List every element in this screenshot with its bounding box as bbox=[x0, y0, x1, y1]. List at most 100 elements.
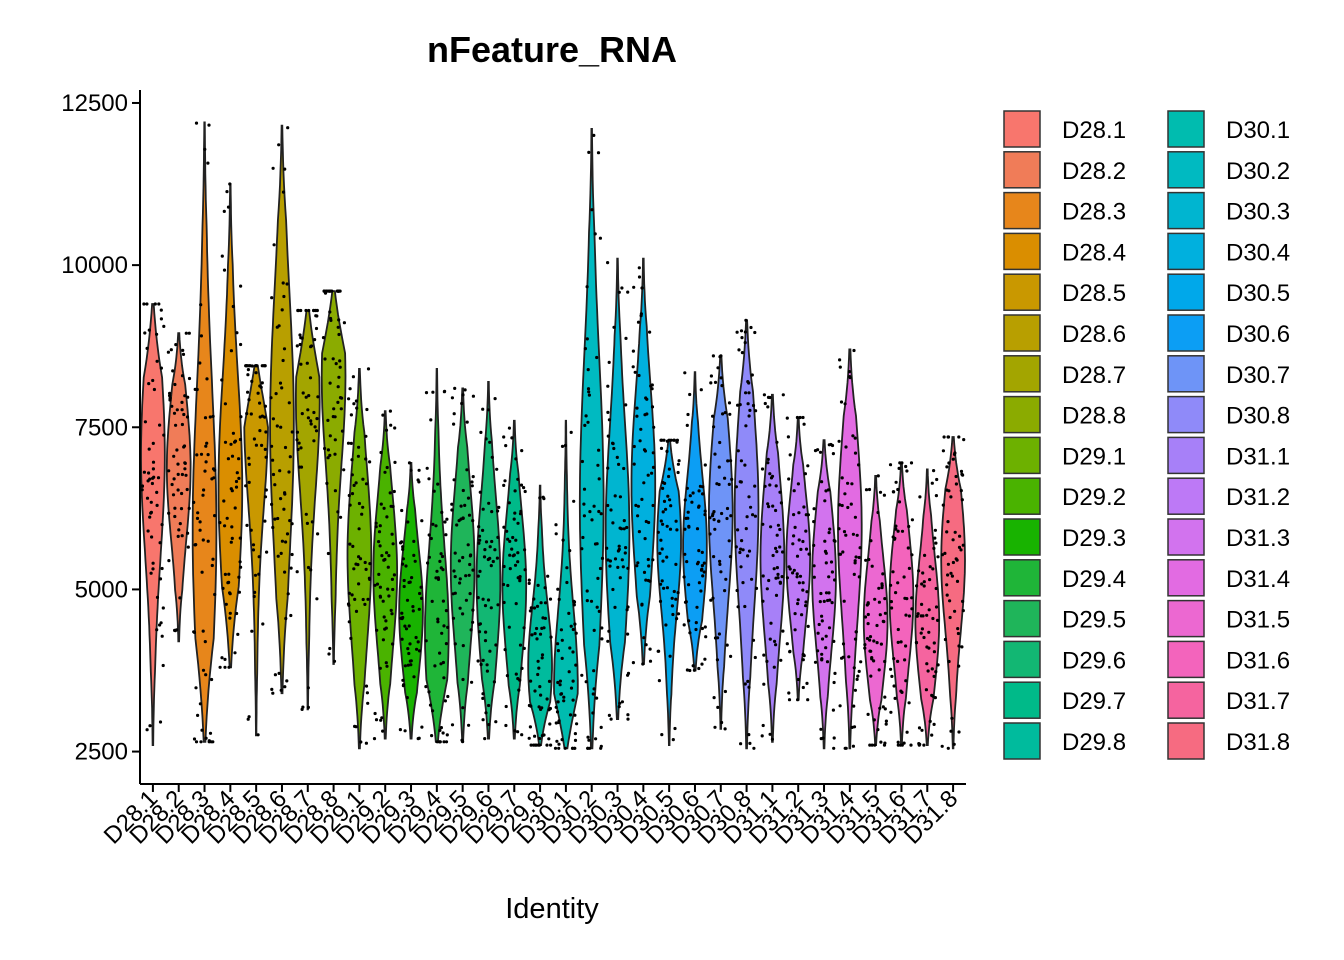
data-point bbox=[857, 669, 861, 674]
data-point bbox=[897, 466, 901, 470]
data-point bbox=[943, 551, 947, 556]
data-point bbox=[881, 705, 885, 709]
data-point bbox=[622, 527, 626, 531]
data-point bbox=[234, 485, 239, 489]
data-point bbox=[900, 690, 904, 695]
points-D28.7 bbox=[295, 308, 320, 712]
legend-label-D28.3: D28.3 bbox=[1062, 199, 1126, 226]
data-point bbox=[260, 364, 264, 368]
points-D28.1 bbox=[140, 302, 166, 732]
data-point bbox=[149, 510, 153, 514]
data-point bbox=[638, 439, 642, 443]
data-point bbox=[676, 462, 681, 466]
data-point bbox=[941, 503, 945, 507]
data-point bbox=[378, 585, 382, 589]
data-point bbox=[906, 546, 910, 550]
data-point bbox=[392, 489, 396, 494]
data-point bbox=[366, 597, 370, 601]
legend-swatch-D30.5 bbox=[1167, 273, 1205, 311]
data-point bbox=[585, 589, 589, 593]
data-point bbox=[606, 384, 610, 388]
data-point bbox=[257, 572, 261, 576]
legend-swatch-D31.6 bbox=[1167, 640, 1205, 679]
data-point bbox=[769, 525, 773, 529]
data-point bbox=[960, 645, 964, 649]
data-point bbox=[507, 625, 511, 629]
data-point bbox=[612, 325, 616, 329]
data-point bbox=[675, 617, 679, 621]
data-point bbox=[704, 635, 708, 639]
data-point bbox=[574, 631, 578, 635]
data-point bbox=[941, 449, 946, 453]
data-point bbox=[594, 737, 598, 741]
data-point bbox=[785, 576, 790, 580]
data-point bbox=[271, 472, 276, 477]
data-point bbox=[928, 719, 932, 724]
data-point bbox=[725, 516, 729, 521]
data-point bbox=[879, 642, 884, 646]
data-point bbox=[210, 563, 214, 568]
data-point bbox=[768, 472, 772, 476]
data-point bbox=[167, 559, 171, 563]
data-point bbox=[621, 565, 625, 569]
data-point bbox=[355, 406, 359, 410]
data-point bbox=[374, 718, 379, 722]
data-point bbox=[896, 659, 900, 664]
data-point bbox=[411, 605, 415, 609]
data-point bbox=[736, 403, 740, 407]
data-point bbox=[315, 597, 319, 601]
data-point bbox=[280, 386, 284, 390]
data-point bbox=[586, 735, 590, 739]
data-point bbox=[702, 570, 706, 574]
data-point bbox=[771, 553, 775, 558]
data-point bbox=[413, 559, 417, 563]
data-point bbox=[251, 548, 256, 552]
data-point bbox=[347, 620, 351, 624]
data-point bbox=[569, 430, 573, 434]
data-point bbox=[517, 688, 521, 692]
data-point bbox=[140, 488, 144, 492]
data-point bbox=[761, 522, 765, 526]
data-point bbox=[432, 489, 436, 493]
data-point bbox=[739, 329, 744, 333]
data-point bbox=[864, 488, 869, 492]
data-point bbox=[729, 654, 733, 659]
data-point bbox=[427, 477, 431, 481]
data-point bbox=[774, 576, 778, 580]
data-point bbox=[427, 533, 431, 537]
data-point bbox=[882, 743, 887, 747]
data-point bbox=[932, 650, 937, 654]
data-point bbox=[468, 562, 472, 567]
data-point bbox=[471, 620, 475, 624]
points-D28.2 bbox=[166, 331, 192, 633]
data-point bbox=[824, 646, 828, 650]
data-point bbox=[238, 536, 242, 540]
data-point bbox=[611, 442, 615, 446]
data-point bbox=[676, 612, 681, 616]
data-point bbox=[769, 621, 773, 625]
data-point bbox=[316, 532, 320, 536]
data-point bbox=[585, 285, 589, 289]
points-D29.7 bbox=[501, 426, 527, 737]
data-point bbox=[658, 599, 663, 604]
data-point bbox=[735, 588, 739, 593]
data-point bbox=[799, 547, 803, 552]
data-point bbox=[726, 459, 730, 463]
data-point bbox=[147, 471, 151, 475]
legend-swatch-D31.7 bbox=[1167, 681, 1205, 719]
data-point bbox=[923, 553, 927, 558]
data-point bbox=[948, 599, 952, 603]
data-point bbox=[481, 692, 485, 696]
data-point bbox=[147, 382, 151, 386]
data-point bbox=[776, 523, 781, 527]
data-point bbox=[502, 435, 506, 439]
data-point bbox=[613, 494, 617, 498]
data-point bbox=[186, 531, 190, 535]
data-point bbox=[713, 380, 718, 384]
data-point bbox=[258, 384, 262, 388]
data-point bbox=[795, 572, 799, 576]
data-point bbox=[636, 561, 640, 565]
data-point bbox=[925, 613, 929, 617]
data-point bbox=[328, 434, 332, 438]
data-point bbox=[793, 628, 797, 632]
